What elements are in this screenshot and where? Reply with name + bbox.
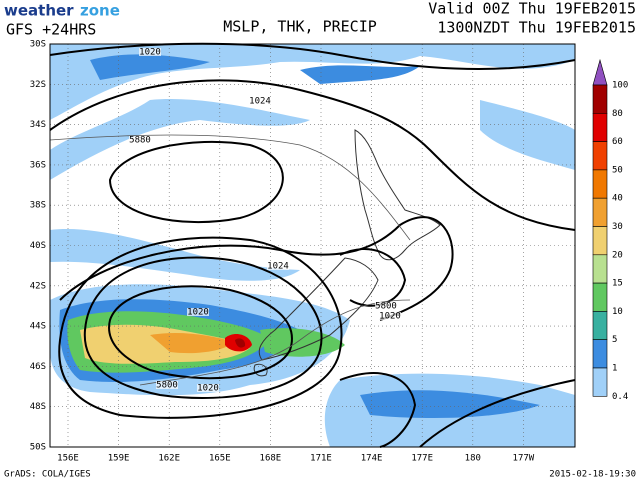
lon-label: 174E	[361, 454, 383, 464]
lat-label: 40S	[30, 241, 46, 251]
lon-label: 159E	[108, 454, 130, 464]
legend-swatch	[592, 197, 608, 227]
lat-label: 46S	[30, 362, 46, 372]
lat-label: 44S	[30, 322, 46, 332]
valid-time: Valid 00Z Thu 19FEB2015	[428, 0, 636, 18]
source: GrADS: COLA/IGES	[4, 470, 91, 480]
lat-label: 50S	[30, 443, 46, 453]
lon-label: 168E	[260, 454, 282, 464]
logo-weather: weather	[4, 2, 74, 20]
thickness-lines	[49, 134, 411, 386]
lon-label: 180	[465, 454, 481, 464]
lat-label: 32S	[30, 80, 46, 90]
labels: 30S 32S 34S 36S 38S 40S 42S 44S 46S 48S 50S 156E 159…	[30, 40, 535, 464]
lat-label: 48S	[30, 402, 46, 412]
map-title: MSLP, THK, PRECIP	[223, 18, 377, 36]
lat-label: 38S	[30, 201, 46, 211]
legend-label: 1	[612, 364, 617, 374]
lat-label: 34S	[30, 120, 46, 130]
lon-label: 171E	[310, 454, 332, 464]
legend-label: 60	[612, 137, 623, 147]
contour-label-bg	[156, 381, 178, 389]
lon-label: 165E	[209, 454, 231, 464]
legend: 100 80 60 50 40 30 20 15 10 5 1 0.4	[592, 58, 628, 402]
legend-cap	[592, 58, 608, 86]
map-frame	[49, 43, 576, 448]
legend-label: 20	[612, 250, 623, 260]
contour-label-bg	[187, 308, 209, 316]
timestamp: 2015-02-18-19:30	[549, 470, 636, 480]
contour-label-bg	[375, 302, 397, 310]
contour-label: 1020	[139, 48, 161, 58]
precip-areas	[50, 44, 575, 447]
legend-swatch	[592, 339, 608, 369]
legend-swatch	[592, 113, 608, 142]
legend-label: 30	[612, 222, 623, 232]
lon-label: 156E	[57, 454, 79, 464]
contour-label: 1020	[379, 312, 401, 322]
lon-label: 177W	[513, 454, 535, 464]
legend-label: 0.4	[612, 392, 628, 402]
lat-label: 36S	[30, 160, 46, 170]
legend-swatch	[592, 367, 608, 397]
legend-swatch	[592, 254, 608, 284]
legend-label: 10	[612, 307, 623, 317]
lat-label: 30S	[30, 40, 46, 50]
legend-swatch	[592, 169, 608, 199]
legend-label: 40	[612, 194, 623, 204]
contour-label-bg	[267, 262, 289, 270]
legend-label: 5	[612, 335, 617, 345]
legend-swatch	[592, 84, 608, 114]
lon-label: 177E	[411, 454, 433, 464]
contour-label-bg	[197, 384, 219, 392]
legend-label: 100	[612, 81, 628, 91]
contour-label: 5880	[129, 136, 151, 146]
local-time: 1300NZDT Thu 19FEB2015	[437, 19, 636, 37]
legend-label: 80	[612, 109, 623, 119]
contour-label: 1024	[249, 97, 271, 107]
legend-label: 50	[612, 165, 623, 175]
contour-label: 5800	[156, 381, 178, 391]
contour-label: 5800	[375, 302, 397, 312]
contour-label: 1020	[197, 384, 219, 394]
contour-label-bg	[249, 97, 271, 105]
model-label: GFS +24HRS	[6, 21, 96, 39]
legend-label: 15	[612, 279, 623, 289]
contour-label: 1020	[187, 308, 209, 318]
legend-swatch	[592, 282, 608, 312]
lon-label: 162E	[158, 454, 180, 464]
legend-swatch	[592, 226, 608, 256]
logo-zone: zone	[80, 2, 120, 20]
contour-label: 1024	[267, 262, 289, 272]
lat-label: 42S	[30, 281, 46, 291]
legend-swatch	[592, 141, 608, 171]
contour-label-bg	[379, 312, 401, 320]
contour-label-bg	[139, 48, 161, 56]
isobars	[49, 42, 576, 448]
contour-label-bg	[129, 136, 151, 144]
legend-swatch	[592, 311, 608, 340]
